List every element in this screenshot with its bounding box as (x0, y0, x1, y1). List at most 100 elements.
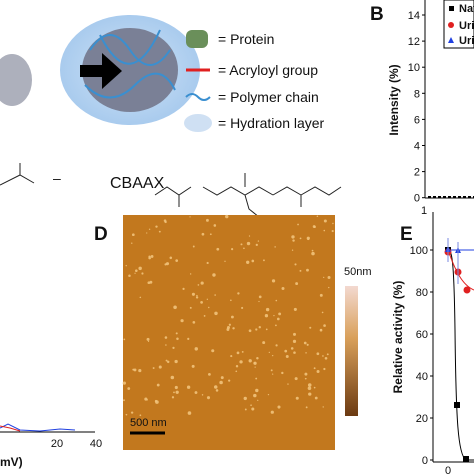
error-bar (447, 238, 459, 284)
legend-marker (448, 22, 454, 28)
particle (148, 255, 151, 258)
particle (139, 296, 142, 299)
legend-text: = Hydration layer (218, 115, 325, 131)
particle (240, 243, 243, 246)
particle (295, 396, 299, 400)
particle (311, 251, 315, 256)
particle (232, 327, 235, 330)
particle (158, 230, 161, 233)
particle (230, 299, 232, 302)
panel-e: E Relative activity (%) 100 80 60 40 20 0 0 (391, 212, 474, 474)
y-tick-label: 2 (414, 167, 420, 179)
particle (146, 232, 148, 234)
charge: – (53, 170, 61, 186)
particle (251, 259, 255, 263)
y-tick-label: 14 (408, 10, 420, 22)
particle (307, 238, 310, 241)
particle (236, 351, 240, 355)
particle (305, 406, 308, 409)
particle (235, 364, 239, 368)
particle (131, 242, 133, 244)
particle (197, 284, 200, 286)
particle (230, 315, 234, 319)
particle (130, 411, 134, 414)
particle (189, 216, 191, 218)
panel-c: 20 40 mV) (0, 423, 102, 469)
particle (253, 393, 257, 398)
particle (171, 396, 175, 399)
particle (307, 383, 312, 387)
particle (225, 214, 229, 219)
particle (189, 273, 192, 275)
particle (246, 260, 250, 264)
particle (307, 386, 312, 391)
particle (313, 367, 316, 370)
particle (313, 386, 316, 389)
particle (264, 314, 269, 318)
particle (285, 355, 289, 358)
particle (230, 355, 233, 358)
particle (213, 224, 217, 227)
particle (165, 344, 167, 346)
particle (194, 347, 198, 351)
particle (189, 306, 192, 309)
particle (128, 274, 131, 278)
particle (201, 394, 204, 396)
particle (294, 377, 298, 381)
particle (174, 359, 178, 364)
series-line (0, 425, 21, 432)
afm-image (123, 215, 335, 450)
particle (206, 298, 209, 300)
y-tick-label: 60 (416, 329, 428, 341)
y-axis-label: Relative activity (%) (391, 281, 405, 394)
particle (173, 391, 175, 394)
particle (134, 272, 136, 274)
particle (281, 371, 284, 375)
particle (192, 245, 195, 248)
particle (220, 376, 224, 380)
particle (332, 222, 334, 225)
x-tick-label: 1 (421, 205, 427, 217)
particle (275, 344, 278, 347)
particle (195, 296, 199, 299)
y-axis-label: Intensity (%) (387, 64, 401, 135)
particle (256, 357, 259, 360)
particle (251, 407, 255, 411)
particle (211, 349, 215, 353)
particle (131, 233, 135, 237)
particle (213, 385, 218, 389)
particle (274, 246, 276, 248)
particle (291, 249, 294, 251)
legend-text: Urica (459, 20, 474, 32)
particle (284, 349, 288, 353)
particle (155, 225, 158, 228)
particle (270, 369, 273, 372)
particle (152, 367, 155, 370)
particle (303, 341, 307, 345)
particle (292, 332, 297, 336)
particle (323, 229, 326, 232)
particle (323, 324, 326, 327)
particle (273, 314, 275, 317)
particle (200, 301, 203, 304)
colorbar-label: 50nm (344, 266, 372, 278)
particle (216, 247, 220, 251)
particle (323, 367, 326, 371)
particle (163, 219, 167, 222)
particle (255, 377, 258, 380)
particle (219, 380, 223, 385)
particle (262, 341, 266, 345)
particle (186, 385, 191, 389)
particle (271, 279, 276, 283)
particle (248, 235, 251, 237)
particle (253, 361, 257, 365)
particle (175, 332, 178, 335)
particle (304, 372, 308, 376)
particle (263, 259, 265, 262)
particle (201, 232, 205, 236)
particle (304, 377, 307, 380)
particle (271, 354, 274, 357)
particle (248, 329, 252, 333)
particle (180, 319, 184, 323)
particle (258, 300, 260, 303)
